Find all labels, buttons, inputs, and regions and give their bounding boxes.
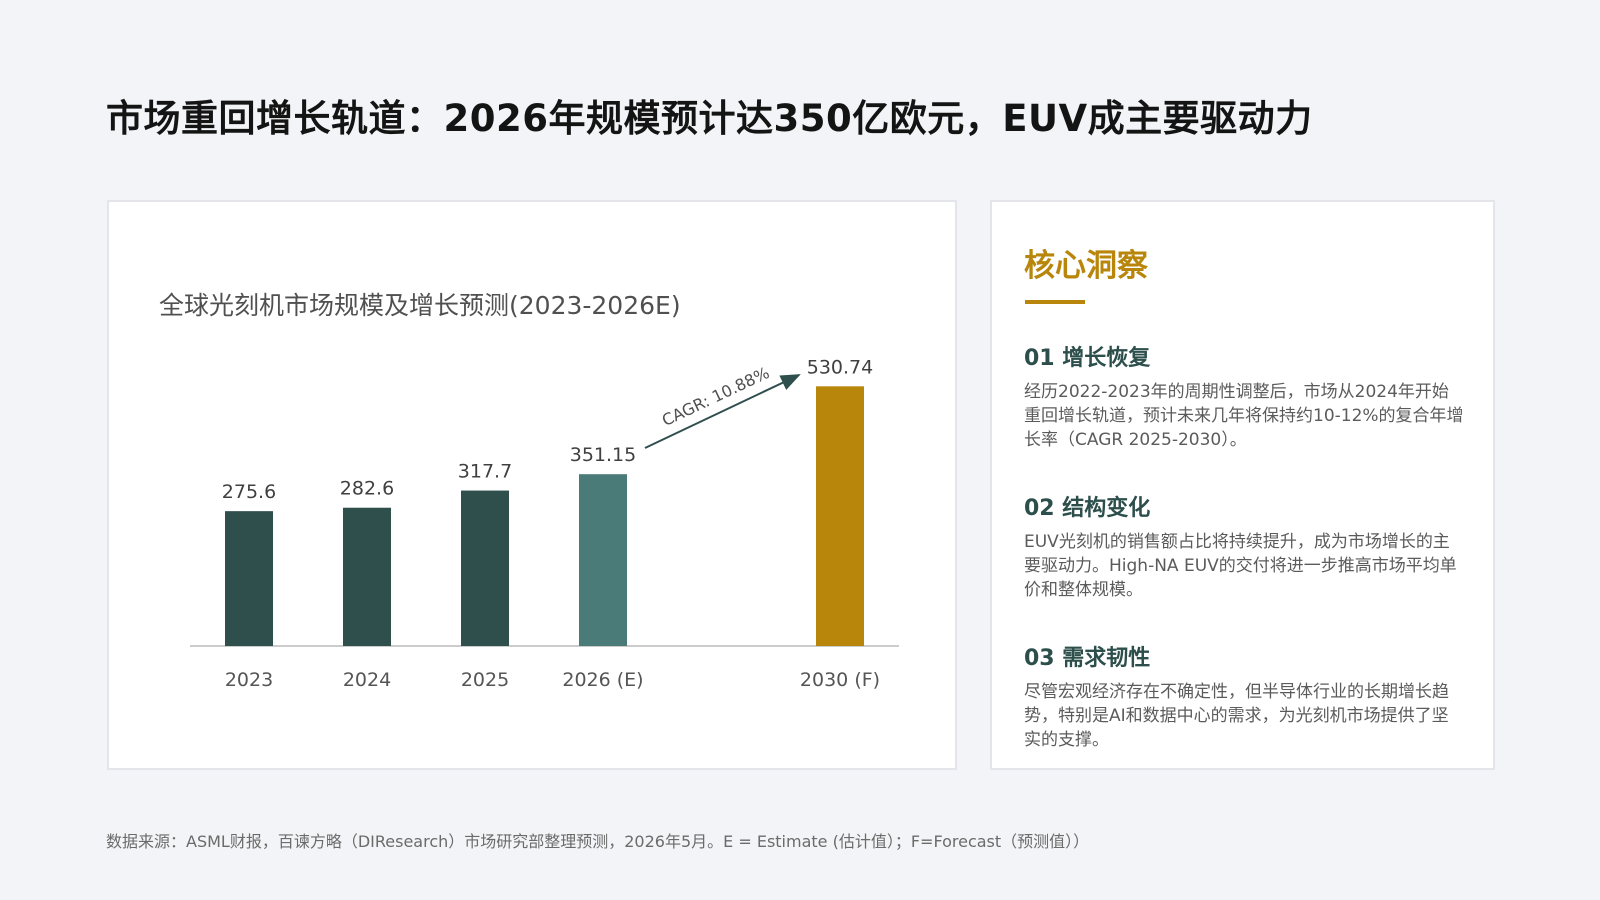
insight-item-title: 03 需求韧性 [1024, 646, 1151, 671]
x-tick-label: 2030 (F) [800, 669, 880, 691]
insight-item-title: 01 增长恢复 [1024, 346, 1151, 371]
insight-card: 核心洞察 01 增长恢复 经历2022-2023年的周期性调整后，市场从2024… [990, 200, 1495, 770]
bar [816, 386, 864, 646]
data-label: 275.6 [222, 481, 276, 503]
insight-heading-underline [1025, 300, 1085, 304]
x-tick-label: 2026 (E) [562, 669, 643, 691]
insight-item-text: EUV光刻机的销售额占比将持续提升，成为市场增长的主要驱动力。High-NA E… [1024, 532, 1457, 600]
data-label: 317.7 [458, 461, 512, 483]
data-label: 530.74 [807, 356, 873, 378]
insight-item-growth: 01 增长恢复 经历2022-2023年的周期性调整后，市场从2024年开始重回… [1024, 340, 1464, 452]
cagr-arrow [644, 374, 801, 449]
source-footnote: 数据来源：ASML财报，百谏方略（DIResearch）市场研究部整理预测，20… [106, 832, 1090, 851]
insight-item-text: 经历2022-2023年的周期性调整后，市场从2024年开始重回增长轨道，预计未… [1024, 382, 1464, 450]
x-tick-label: 2024 [343, 669, 391, 691]
page-title: 市场重回增长轨道：2026年规模预计达350亿欧元，EUV成主要驱动力 [106, 97, 1313, 140]
insight-item-structure: 02 结构变化 EUV光刻机的销售额占比将持续提升，成为市场增长的主要驱动力。H… [1024, 490, 1464, 602]
x-tick-label: 2025 [461, 669, 509, 691]
chart-card: 全球光刻机市场规模及增长预测(2023-2026E) 275.6 2023 282.… [107, 200, 957, 770]
bar [461, 490, 509, 646]
bar [343, 507, 391, 646]
data-label: 351.15 [570, 444, 636, 466]
x-tick-label: 2023 [225, 669, 273, 691]
bar-chart: 275.6 2023 282.6 2024 317.7 2025 351.15 2026 (E… [190, 356, 899, 691]
bar [225, 511, 273, 646]
insight-item-text: 尽管宏观经济存在不确定性，但半导体行业的长期增长趋势，特别是AI和数据中心的需求… [1024, 682, 1449, 750]
insight-item-title: 02 结构变化 [1024, 496, 1151, 521]
data-label: 282.6 [340, 478, 394, 500]
bar [579, 474, 627, 646]
chart-title: 全球光刻机市场规模及增长预测(2023-2026E) [159, 291, 681, 320]
insight-item-resilience: 03 需求韧性 尽管宏观经济存在不确定性，但半导体行业的长期增长趋势，特别是AI… [1024, 640, 1464, 752]
insight-heading: 核心洞察 [1024, 248, 1148, 284]
